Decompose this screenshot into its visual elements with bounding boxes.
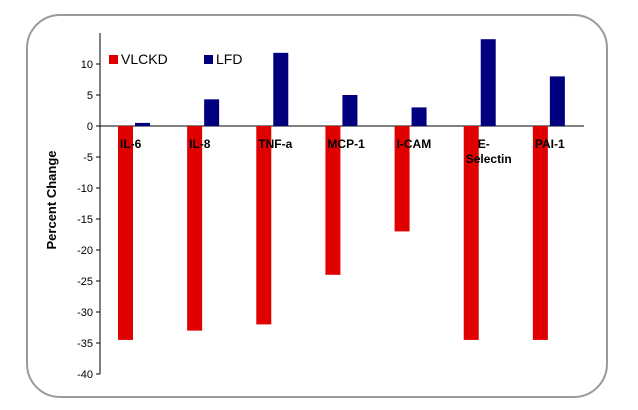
bar-lfd (411, 107, 427, 126)
legend-swatch-vlckd (109, 55, 118, 64)
y-tick-label: -40 (77, 369, 93, 381)
category-label: MCP-1 (327, 137, 365, 151)
y-tick-label: 10 (81, 59, 93, 71)
y-tick-label: -20 (77, 245, 93, 257)
legend: VLCKD LFD (109, 51, 242, 67)
legend-swatch-lfd (204, 55, 213, 64)
bars (118, 39, 565, 340)
bar-vlckd (532, 126, 548, 340)
y-tick-label: -25 (77, 276, 93, 288)
category-label: I-CAM (397, 137, 432, 151)
bar-lfd (342, 95, 358, 126)
y-tick-label: -5 (83, 152, 93, 164)
bar-vlckd (463, 126, 479, 340)
category-label: PAI-1 (535, 137, 565, 151)
bar-vlckd (118, 126, 133, 340)
y-tick-label: 0 (87, 121, 93, 133)
category-labels: IL-6 IL-8 TNF-a MCP-1 I-CAM E-Selectin PAI-1 (120, 137, 565, 166)
bar-vlckd (394, 126, 410, 232)
bar-lfd (204, 99, 220, 126)
y-tick-label: -30 (77, 307, 93, 319)
category-label: E-Selectin (466, 137, 512, 166)
bar-vlckd (187, 126, 203, 331)
y-axis-label: Percent Change (44, 151, 59, 250)
bar-lfd (273, 52, 289, 127)
y-tick-label: -35 (77, 338, 93, 350)
category-label: IL-8 (189, 137, 211, 151)
legend-label-lfd: LFD (216, 51, 242, 67)
bar-vlckd (325, 126, 341, 275)
bar-lfd (549, 76, 565, 126)
category-label: TNF-a (258, 137, 292, 151)
y-axis: -40 -35 -30 -25 -20 -15 -10 -5 0 5 10 (77, 33, 584, 381)
legend-label-vlckd: VLCKD (121, 51, 168, 67)
bar-lfd (480, 39, 496, 127)
y-tick-label: -15 (77, 214, 93, 226)
bar-vlckd (256, 126, 272, 325)
category-label: IL-6 (120, 137, 142, 151)
y-tick-label: -10 (77, 183, 93, 195)
y-tick-label: 5 (87, 90, 93, 102)
bar-lfd (135, 122, 150, 126)
